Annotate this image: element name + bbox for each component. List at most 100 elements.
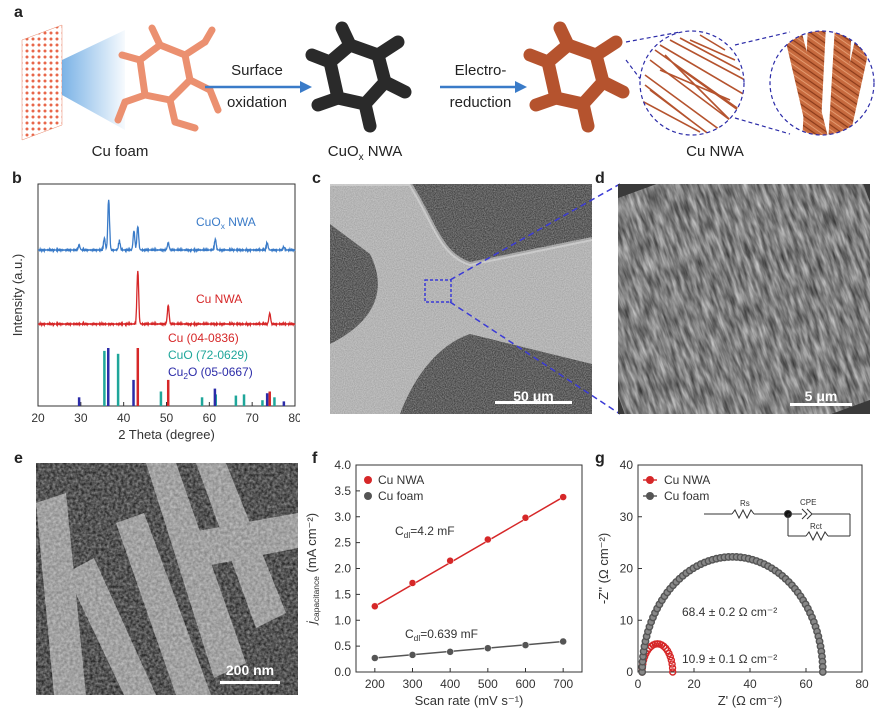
xrd-frame <box>37 183 296 407</box>
circuit-label-rct: Rct <box>810 522 823 531</box>
eis-y-tick-label: 10 <box>620 613 634 627</box>
xrd-x-tick-label: 60 <box>203 411 217 425</box>
eis-y-tick-label: 40 <box>620 458 634 472</box>
cdl-point <box>521 514 530 522</box>
xrd-y-axis-label: Intensity (a.u.) <box>10 254 25 336</box>
cdl-point <box>559 637 567 646</box>
cdl-fit-line <box>374 496 564 607</box>
xrd-label-cu-nwa: Cu NWA <box>196 292 242 306</box>
cu-nwa-structure <box>523 21 630 133</box>
cu-foam-skeleton <box>114 24 222 132</box>
eis-x-axis-label: Z' (Ω cm⁻²) <box>718 693 783 708</box>
cdl-y-tick-label: 0.0 <box>334 665 351 679</box>
zoom-region-box <box>424 279 452 303</box>
panel-g-label: g <box>595 450 605 467</box>
cdl-point <box>408 651 417 659</box>
eis-y-tick-label: 30 <box>620 510 634 524</box>
cdl-point <box>484 644 492 652</box>
eis-chart: 0 20 40 60 80 0 10 20 30 40 Z' (Ω cm⁻²) -Z'' (Ω cm⁻… <box>596 458 869 708</box>
eis-point <box>668 660 676 668</box>
circuit-label-cpe: CPE <box>800 498 816 507</box>
cdl-x-tick-label: 300 <box>402 677 422 691</box>
cdl-annotation: Cdl=0.639 mF <box>405 627 478 643</box>
eis-x-tick-label: 20 <box>687 677 701 691</box>
cdl-legend-label: Cu foam <box>378 489 423 503</box>
cdl-point <box>484 535 492 544</box>
eis-point <box>666 653 674 661</box>
eis-x-tick-label: 40 <box>743 677 757 691</box>
xrd-x-tick-label: 50 <box>160 411 174 425</box>
circuit-cpe <box>806 508 813 520</box>
label-cu-foam: Cu foam <box>91 143 149 160</box>
cdl-y-tick-label: 0.5 <box>334 639 351 653</box>
label-cuox-nwa: CuOx NWA <box>327 143 403 163</box>
xrd-x-tick-label: 70 <box>245 411 259 425</box>
cdl-legend-marker <box>364 492 372 500</box>
scale-bar-e-label: 200 nm <box>225 662 275 678</box>
label-cu-nwa: Cu NWA <box>686 143 744 160</box>
zoom-lines-c-d <box>449 183 621 415</box>
step1-line2: oxidation <box>226 94 288 111</box>
sem-image-low-mag <box>330 184 592 414</box>
cdl-chart: 200 300 400 500 600 700 0.0 0.5 1.0 1.5 2.0 2.5 3.0 3… <box>304 458 583 708</box>
cdl-fit-line <box>374 640 564 659</box>
scale-bar-c-label: 50 μm <box>513 388 554 404</box>
cdl-x-tick-label: 200 <box>365 677 385 691</box>
step2-line1: Electro- <box>454 62 507 79</box>
panel-b-label: b <box>12 170 22 187</box>
panel-a-label: a <box>14 4 23 21</box>
equivalent-circuit <box>704 508 851 542</box>
eis-x-tick-label: 80 <box>855 677 869 691</box>
eis-legend-label: Cu foam <box>664 489 709 503</box>
step2-line2: reduction <box>449 94 512 111</box>
xrd-x-axis-label: 2 Theta (degree) <box>118 427 215 442</box>
xrd-x-tick-label: 30 <box>74 411 88 425</box>
cdl-y-axis-label: jcapacitance (mA cm⁻²) <box>304 513 321 626</box>
panel-e-label: e <box>14 450 23 467</box>
eis-y-axis-label: -Z'' (Ω cm⁻²) <box>596 533 611 604</box>
eis-x-tick-label: 0 <box>635 677 642 691</box>
eis-y-tick-label: 20 <box>620 562 634 576</box>
cdl-point <box>559 493 567 501</box>
cdl-point <box>446 648 454 656</box>
xrd-chart: 20 30 40 50 60 70 80 2 Theta (degree) Intensity … <box>10 183 300 442</box>
xrd-ref-label: CuO (72-0629) <box>168 348 248 362</box>
step1-line1: Surface <box>231 62 283 79</box>
eis-point <box>818 668 827 676</box>
xrd-pattern-cuox-nwa <box>38 199 296 254</box>
cdl-annotation: Cdl=4.2 mF <box>395 524 455 540</box>
arrow-oxidation <box>205 81 312 93</box>
scale-bar-c <box>495 401 572 404</box>
xrd-x-tick-label: 80 <box>288 411 300 425</box>
zoom-circle-single-wires <box>769 30 875 136</box>
xrd-pattern-cu-nwa <box>38 270 296 328</box>
cdl-legend-marker <box>364 476 372 484</box>
scale-bar-d <box>790 403 852 406</box>
eis-legend-label: Cu NWA <box>664 473 710 487</box>
circuit-resistor-rs <box>731 508 755 520</box>
eis-x-tick-label: 60 <box>799 677 813 691</box>
cuox-nwa-structure <box>305 21 412 133</box>
arrow-electroreduction <box>440 81 527 93</box>
cdl-point <box>446 556 454 565</box>
cdl-x-tick-label: 600 <box>515 677 535 691</box>
eis-y-tick-label: 0 <box>626 665 633 679</box>
cdl-x-tick-label: 500 <box>478 677 498 691</box>
xrd-ref-label: Cu2O (05-0667) <box>168 365 253 381</box>
circuit-cpe <box>801 508 808 520</box>
cdl-y-tick-label: 2.0 <box>334 562 351 576</box>
cdl-point <box>521 641 530 649</box>
xrd-ref-label: Cu (04-0836) <box>168 331 239 345</box>
scale-bar-e <box>220 681 280 684</box>
zoom-circle-wire-bundle <box>639 30 745 136</box>
xrd-x-tick-label: 20 <box>31 411 45 425</box>
panel-d-label: d <box>595 170 605 187</box>
eis-point <box>660 642 668 651</box>
eis-annotation-cu-foam: 68.4 ± 0.2 Ω cm⁻² <box>682 605 777 619</box>
xrd-label-cuox-nwa: CuOx NWA <box>196 215 256 231</box>
tem-image <box>36 463 298 695</box>
cdl-point <box>408 579 417 587</box>
cdl-x-axis-label: Scan rate (mV s⁻¹) <box>415 693 524 708</box>
panel-c-label: c <box>312 170 321 187</box>
eis-point <box>667 656 676 664</box>
